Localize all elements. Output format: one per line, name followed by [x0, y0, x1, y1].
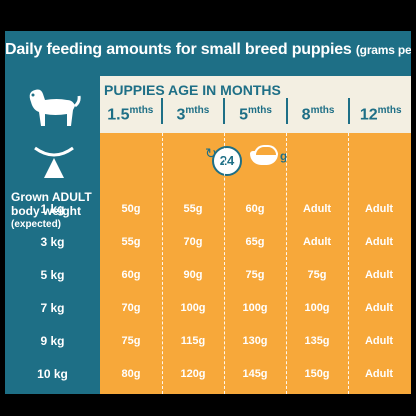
table-cell: 75g: [307, 269, 327, 281]
column-divider: [286, 133, 287, 394]
age-value: 5: [239, 106, 248, 124]
table-cell: 80g: [121, 368, 141, 380]
scale-icon: [34, 146, 74, 178]
age-value: 1.5: [107, 106, 130, 124]
left-column: Grown ADULT body weight (expected): [5, 76, 100, 394]
table-row: 70g 100g 100g 100g Adult: [100, 292, 411, 325]
table-cell: 55g: [121, 236, 141, 248]
table-cell: Adult: [302, 203, 332, 215]
age-col-3: 5mths: [223, 98, 286, 124]
table-cell: Adult: [364, 335, 394, 347]
age-value: 12: [359, 106, 378, 124]
table-cell: 135g: [304, 335, 330, 347]
weight-row-label: 5 kg: [40, 268, 65, 282]
table-cell: 90g: [183, 269, 203, 281]
table-cell: Adult: [364, 269, 394, 281]
age-value: 8: [301, 106, 311, 124]
age-header-row: 1.5mths 3mths 5mths 8mths 12mths: [100, 98, 411, 124]
age-unit: mths: [310, 105, 335, 116]
table-cell: 150g: [304, 368, 330, 380]
age-value: 3: [176, 106, 186, 124]
weight-row-label: 10 kg: [37, 367, 68, 381]
weight-row-label: 9 kg: [40, 334, 65, 348]
age-col-1: 1.5mths: [100, 98, 161, 124]
table-cell: Adult: [364, 236, 394, 248]
table-cell: 130g: [242, 335, 268, 347]
table-cell: 60g: [121, 269, 141, 281]
age-unit: mths: [247, 105, 272, 116]
table-cell: 75g: [245, 269, 265, 281]
table-cell: 100g: [304, 302, 330, 314]
dog-icon: [29, 89, 81, 126]
food-bowl-icon: [250, 145, 278, 165]
adult-weight-label: Grown ADULT body weight (expected): [11, 190, 92, 232]
weight-row-label: 1 kg: [40, 202, 65, 216]
age-unit: mths: [377, 105, 402, 116]
table-cell: 120g: [180, 368, 206, 380]
weight-label-expected: (expected): [11, 219, 62, 230]
title-main: Daily feeding amounts for small breed pu…: [5, 41, 352, 58]
age-panel-title: PUPPIES AGE IN MONTHS: [104, 82, 281, 98]
age-unit: mths: [185, 105, 210, 116]
cycle-arrow-icon: ↻: [205, 145, 217, 161]
column-divider: [348, 133, 349, 394]
table-cell: 55g: [183, 203, 203, 215]
table-cell: 145g: [242, 368, 268, 380]
table-cell: Adult: [364, 368, 394, 380]
weight-label-line2: body weight: [11, 204, 81, 218]
table-cell: 70g: [183, 236, 203, 248]
table-cell: 75g: [121, 335, 141, 347]
age-col-5: 12mths: [348, 98, 411, 124]
table-row: 80g 120g 145g 150g Adult: [100, 358, 411, 391]
table-cell: 65g: [245, 236, 265, 248]
column-divider: [224, 133, 225, 394]
age-col-2: 3mths: [160, 98, 224, 124]
table-row: 60g 90g 75g 75g Adult: [100, 259, 411, 292]
daily-amount-header: ↻ 24 g: [100, 133, 411, 193]
table-cell: Adult: [302, 236, 332, 248]
table-cell: Adult: [364, 302, 394, 314]
age-col-4: 8mths: [285, 98, 349, 124]
table-row: 50g 55g 60g Adult Adult: [100, 193, 411, 226]
title-suffix: (grams per day):: [355, 43, 411, 57]
grams-label: g: [280, 149, 288, 163]
table-cell: 115g: [180, 335, 206, 347]
weight-label-line1: Grown ADULT: [11, 190, 92, 204]
table-cell: 100g: [242, 302, 268, 314]
table-cell: 60g: [245, 203, 265, 215]
table-cell: Adult: [364, 203, 394, 215]
table-cell: 50g: [121, 203, 141, 215]
feeding-grid: [100, 193, 411, 394]
age-unit: mths: [129, 105, 154, 116]
table-cell: 100g: [180, 302, 206, 314]
table-row: 55g 70g 65g Adult Adult: [100, 226, 411, 259]
weight-row-label: 3 kg: [40, 235, 65, 249]
feeding-table-card: Daily feeding amounts for small breed pu…: [5, 31, 411, 394]
table-row: 75g 115g 130g 135g Adult: [100, 325, 411, 358]
weight-row-label: 7 kg: [40, 301, 65, 315]
table-title: Daily feeding amounts for small breed pu…: [5, 41, 411, 59]
column-divider: [162, 133, 163, 394]
clock-24h-icon: 24: [212, 146, 242, 176]
table-cell: 70g: [121, 302, 141, 314]
